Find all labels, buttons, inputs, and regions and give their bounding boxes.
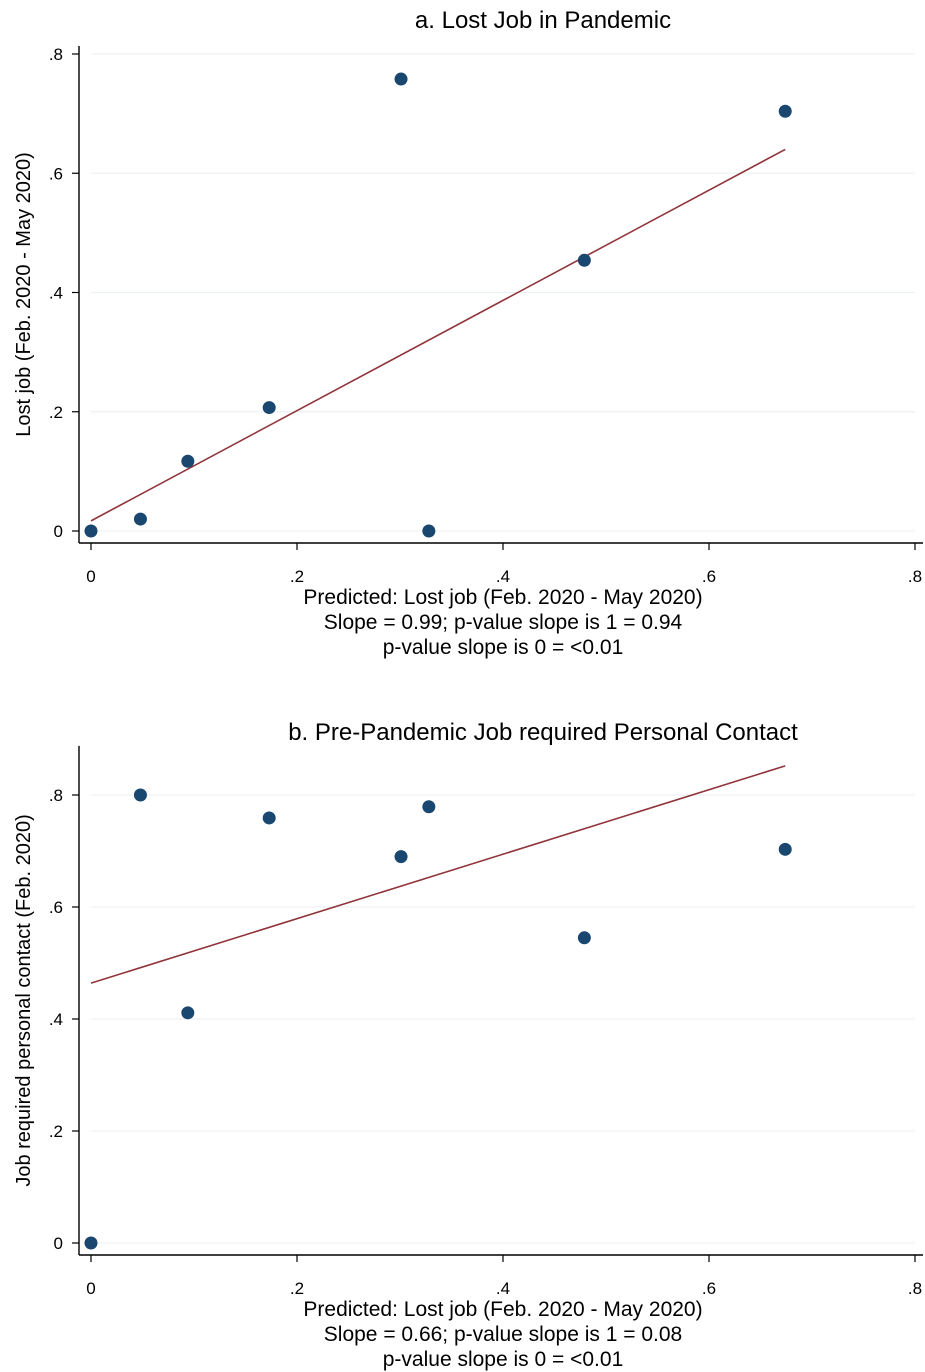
x-tick-label: .2 xyxy=(290,1279,304,1298)
x-tick-label: .2 xyxy=(290,567,304,586)
panel-b: 0 .2 .4 .6 .8 0 .2 .4 .6 .8 b. Pre-Pandemic Job re… xyxy=(13,719,923,1371)
data-point xyxy=(84,1236,98,1250)
x-tick-label: .4 xyxy=(496,1279,510,1298)
fit-line xyxy=(90,765,786,984)
x-axis-label: Predicted: Lost job (Feb. 2020 - May 202… xyxy=(303,1298,702,1321)
y-tick-label: 0 xyxy=(54,1234,63,1253)
y-tick-label: .4 xyxy=(49,1010,63,1029)
data-point xyxy=(394,850,408,864)
data-point xyxy=(577,931,591,945)
x-tick-label: .8 xyxy=(908,567,922,586)
data-point xyxy=(778,842,792,856)
y-tick-label: 0 xyxy=(54,522,63,541)
x-axis-label: Predicted: Lost job (Feb. 2020 - May 202… xyxy=(303,586,702,609)
data-point xyxy=(84,524,98,538)
data-point xyxy=(262,811,276,825)
slope-note: Slope = 0.66; p-value slope is 1 = 0.08 xyxy=(324,1323,682,1346)
x-tick-label: .4 xyxy=(496,567,510,586)
slope-note: Slope = 0.99; p-value slope is 1 = 0.94 xyxy=(324,611,683,634)
x-tick-label: 0 xyxy=(86,1279,95,1298)
y-axis-label: Job required personal contact (Feb. 2020… xyxy=(13,814,35,1186)
fit-line xyxy=(90,148,786,522)
y-tick-label: .6 xyxy=(49,898,63,917)
y-tick-label: .8 xyxy=(49,786,63,805)
data-point xyxy=(262,401,276,415)
data-point xyxy=(133,788,147,802)
x-tick-label: .8 xyxy=(908,1279,922,1298)
data-point xyxy=(778,104,792,118)
x-tick-label: 0 xyxy=(86,567,95,586)
y-axis-label: Lost job (Feb. 2020 - May 2020) xyxy=(13,152,35,437)
x-tick-label: .6 xyxy=(702,1279,716,1298)
y-tick-label: .2 xyxy=(49,1122,63,1141)
data-point xyxy=(394,72,408,86)
data-point xyxy=(577,253,591,267)
x-tick-label: .6 xyxy=(702,567,716,586)
data-point xyxy=(133,512,147,526)
panel-a: 0 .2 .4 .6 .8 0 .2 .4 .6 .8 a. Lost Job in Pandemi… xyxy=(13,7,923,659)
slope-note: p-value slope is 0 = <0.01 xyxy=(383,1348,624,1371)
slope-note: p-value slope is 0 = <0.01 xyxy=(383,636,624,659)
y-tick-label: .4 xyxy=(49,284,63,303)
chart-title: b. Pre-Pandemic Job required Personal Co… xyxy=(288,719,798,746)
y-tick-label: .2 xyxy=(49,403,63,422)
data-point xyxy=(181,1006,195,1020)
data-point xyxy=(422,800,436,814)
data-point xyxy=(181,454,195,468)
y-tick-label: .8 xyxy=(49,45,63,64)
data-point xyxy=(422,524,436,538)
y-tick-label: .6 xyxy=(49,164,63,183)
chart-title: a. Lost Job in Pandemic xyxy=(415,7,671,34)
